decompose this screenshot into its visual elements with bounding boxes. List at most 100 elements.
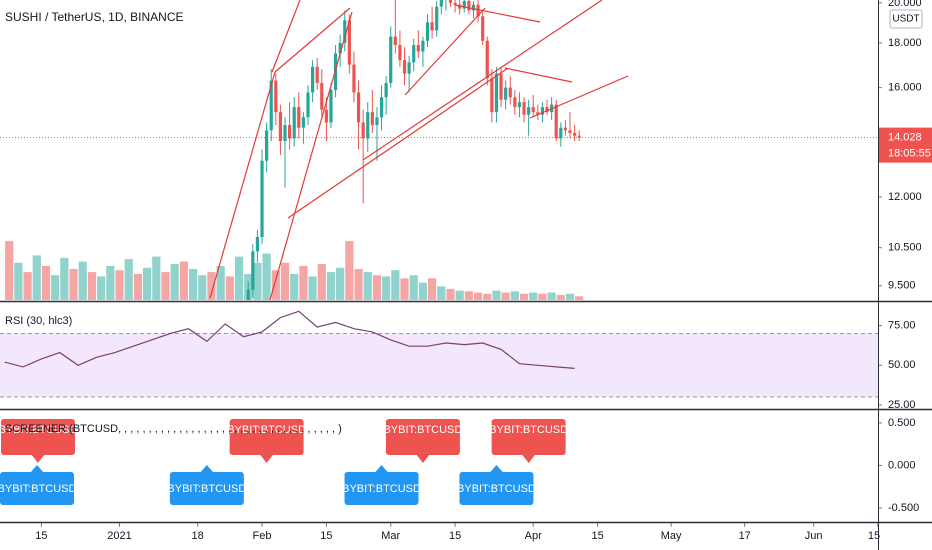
candle-body [504,87,508,100]
candle-body [292,107,296,139]
volume-bar [216,265,225,300]
y-tick-label: 12.000 [888,191,922,203]
y-tick-label: -0.500 [888,502,919,514]
buy-signal [344,472,419,505]
candle-body [251,251,255,290]
sell-pointer [259,454,274,463]
candle-body [517,102,522,108]
candle-body [338,42,342,54]
candle-body [476,4,480,17]
candle-body [347,20,351,65]
x-tick-label: Apr [525,530,542,542]
countdown-label: 18:05:55 [888,148,931,160]
candle-body [412,44,416,63]
candle-body [527,107,531,115]
buy-signal [169,472,244,505]
trend-line [404,7,486,96]
volume-bar [308,276,317,300]
volume-bar [510,291,519,300]
volume-bar [382,276,391,300]
sell-pointer [31,454,45,463]
trend-line [271,0,301,73]
volume-bar [69,269,78,300]
candle-body [329,90,333,123]
volume-bar [336,267,345,300]
candle-body [297,107,301,128]
candle-layer [246,0,581,300]
volume-bar [354,269,363,300]
volume-bar [529,292,538,300]
last-price-label: 14.028 [888,132,922,144]
volume-bar [519,293,529,300]
volume-bar [391,270,400,300]
volume-bar [262,253,271,300]
volume-bar [124,259,133,300]
volume-bar [409,275,418,300]
candle-body [379,97,384,118]
y-tick-label: 18.000 [888,37,922,49]
volume-bar [106,265,115,300]
y-tick-label: 50.00 [888,359,916,371]
volume-bar [437,286,446,300]
volume-bar [115,270,124,300]
volume-bar [575,296,584,300]
candle-body [260,160,264,237]
rsi-line [4,310,575,369]
candle-body [393,36,397,45]
buy-signal-label: BYBIT:BTCUSD [167,483,246,495]
axes: 20.000 18.000 16.000 12.000 10.500 9.500 14.02… [35,0,932,542]
volume-bar [501,292,510,300]
candle-body [265,130,269,161]
buy-pointer [374,465,389,473]
candle-body [343,20,347,43]
candle-body [490,78,494,113]
volume-bar [418,282,428,300]
candle-body [310,66,315,93]
trend-line [287,67,509,219]
candle-body [554,104,558,139]
volume-bar [400,278,409,300]
trend-line [362,0,603,161]
volume-bar [253,262,262,300]
candle-body [301,117,305,128]
candle-body [430,22,434,31]
sell-pointer [521,454,536,463]
rsi-title: RSI (30, hlc3) [5,315,72,327]
x-tick-label: May [661,530,682,542]
volume-bar [428,278,437,300]
price-pane [0,0,878,300]
volume-bar [234,256,244,300]
volume-bar [473,292,483,300]
volume-bar [317,264,326,300]
candle-body [435,6,439,31]
candle-body [416,44,420,52]
volume-bar [446,288,455,300]
candle-body [356,92,361,123]
sell-signal [229,419,304,455]
currency-box [889,9,923,29]
buy-signal [459,472,534,505]
candle-body [513,97,517,108]
candle-body [568,130,572,133]
candle-body [421,40,425,52]
volume-bar [372,275,382,300]
candle-body [398,44,402,61]
trend-line [274,7,351,73]
candle-body [366,112,370,139]
buy-signal [0,472,74,505]
volume-bar [290,273,299,300]
candle-body [384,82,388,98]
y-tick-label: 16.000 [888,82,922,94]
candle-body [389,36,393,83]
candle-body [481,16,485,41]
rsi-band [0,333,878,398]
candle-body [577,135,581,138]
candle-body [522,102,526,115]
sell-signal [491,419,566,455]
y-tick-label: 25.00 [888,399,916,411]
volume-bar [455,290,464,300]
y-tick-label: 9.500 [888,280,916,292]
candle-body [467,0,471,11]
candle-body [545,107,549,113]
